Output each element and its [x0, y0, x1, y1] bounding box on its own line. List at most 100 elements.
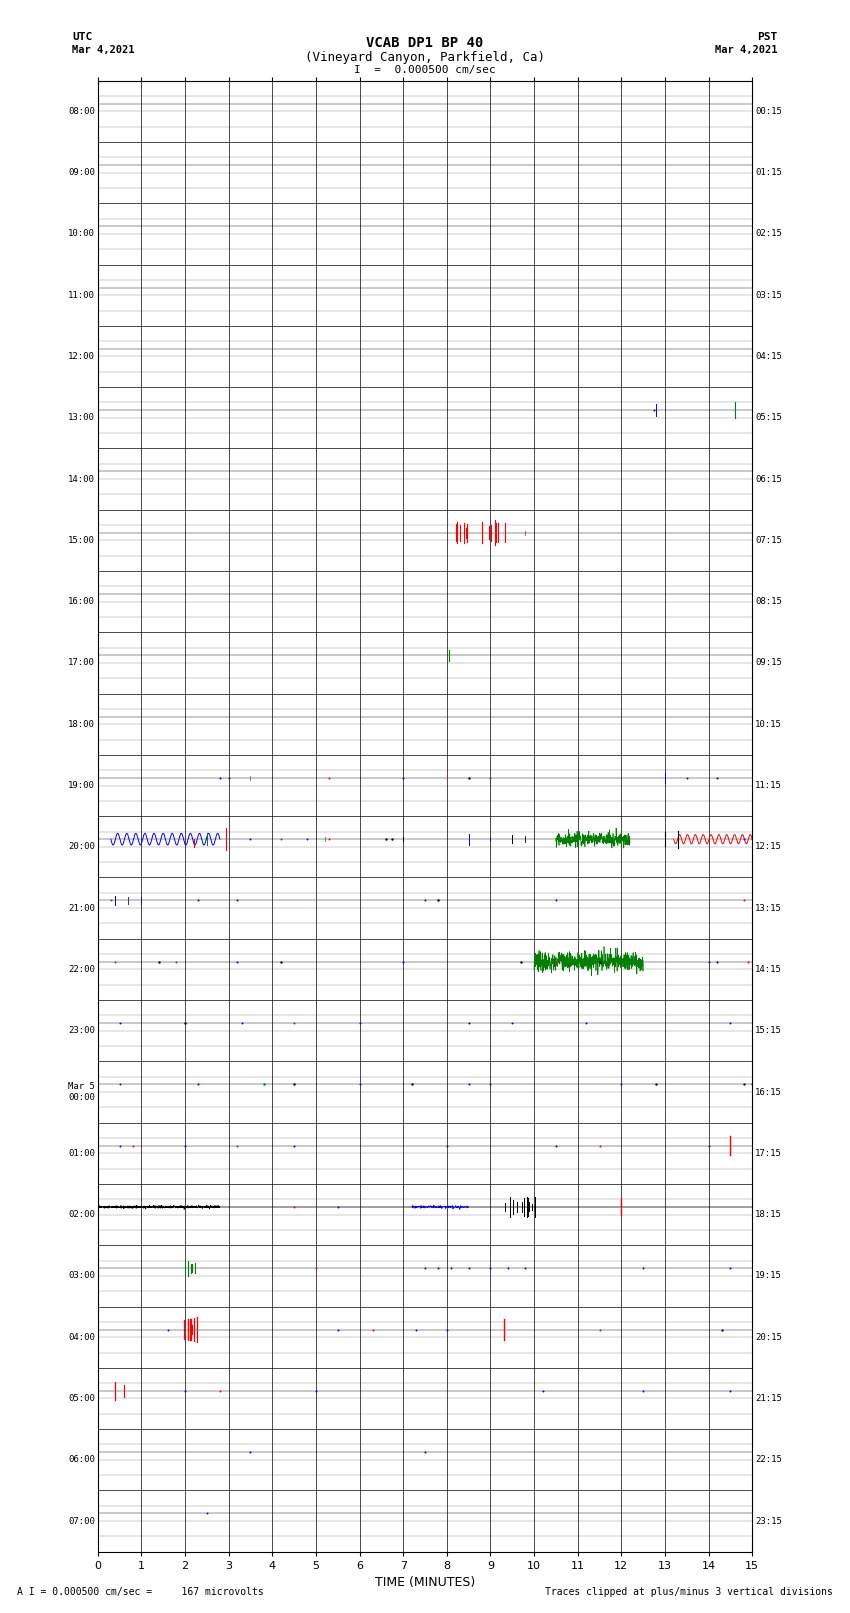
Point	[549, 1132, 563, 1158]
Point	[244, 826, 258, 852]
Point	[235, 1010, 248, 1036]
Point	[366, 1316, 379, 1342]
Text: Mar 4,2021: Mar 4,2021	[715, 45, 778, 55]
Point	[287, 1010, 301, 1036]
Point	[549, 887, 563, 913]
Point	[152, 948, 166, 974]
Point	[178, 1378, 192, 1403]
Point	[222, 765, 235, 790]
Point	[191, 1071, 205, 1097]
Point	[275, 826, 288, 852]
Point	[484, 765, 497, 790]
Point	[580, 1010, 593, 1036]
Point	[431, 887, 445, 913]
Point	[502, 1255, 515, 1281]
Point	[113, 1071, 127, 1097]
Point	[126, 1132, 139, 1158]
Point	[536, 1378, 550, 1403]
Point	[462, 1071, 475, 1097]
Point	[257, 1071, 270, 1097]
Text: (Vineyard Canyon, Parkfield, Ca): (Vineyard Canyon, Parkfield, Ca)	[305, 50, 545, 65]
Point	[445, 1255, 458, 1281]
Point	[440, 1132, 454, 1158]
Point	[161, 1316, 174, 1342]
Point	[169, 948, 183, 974]
Point	[396, 948, 410, 974]
Point	[649, 1071, 663, 1097]
Point	[322, 765, 336, 790]
Point	[410, 1316, 423, 1342]
Point	[191, 887, 205, 913]
Point	[592, 948, 606, 974]
Text: Mar 4,2021: Mar 4,2021	[72, 45, 135, 55]
Point	[440, 1316, 454, 1342]
Point	[353, 1071, 366, 1097]
Point	[418, 1439, 432, 1465]
Point	[405, 1071, 419, 1097]
Point	[331, 1194, 344, 1219]
Point	[287, 1071, 301, 1097]
Point	[637, 1378, 650, 1403]
Point	[462, 1010, 475, 1036]
Point	[741, 948, 755, 974]
Point	[213, 1378, 227, 1403]
Point	[244, 1439, 258, 1465]
Point	[275, 948, 288, 974]
Point	[109, 948, 122, 974]
Point	[331, 1316, 344, 1342]
Point	[230, 948, 244, 974]
Text: Traces clipped at plus/minus 3 vertical divisions: Traces clipped at plus/minus 3 vertical …	[545, 1587, 833, 1597]
Point	[592, 1132, 606, 1158]
Point	[723, 1378, 737, 1403]
Point	[711, 948, 724, 974]
Point	[462, 765, 475, 790]
X-axis label: TIME (MINUTES): TIME (MINUTES)	[375, 1576, 475, 1589]
Point	[549, 948, 563, 974]
Point	[200, 1500, 213, 1526]
Point	[230, 1132, 244, 1158]
Point	[104, 887, 117, 913]
Point	[300, 826, 314, 852]
Point	[418, 1255, 432, 1281]
Point	[702, 948, 716, 974]
Point	[745, 1071, 759, 1097]
Point	[680, 765, 694, 790]
Point	[230, 887, 244, 913]
Text: UTC: UTC	[72, 32, 93, 42]
Text: PST: PST	[757, 32, 778, 42]
Text: I  =  0.000500 cm/sec: I = 0.000500 cm/sec	[354, 65, 496, 76]
Point	[287, 1194, 301, 1219]
Point	[715, 1316, 728, 1342]
Point	[745, 826, 759, 852]
Point	[737, 826, 751, 852]
Point	[484, 1255, 497, 1281]
Point	[385, 826, 399, 852]
Point	[418, 887, 432, 913]
Point	[287, 1132, 301, 1158]
Point	[322, 826, 336, 852]
Point	[396, 765, 410, 790]
Point	[213, 765, 227, 790]
Point	[723, 1255, 737, 1281]
Point	[113, 1010, 127, 1036]
Text: A I = 0.000500 cm/sec =     167 microvolts: A I = 0.000500 cm/sec = 167 microvolts	[17, 1587, 264, 1597]
Point	[178, 1010, 192, 1036]
Point	[723, 1010, 737, 1036]
Point	[518, 1255, 532, 1281]
Point	[592, 1316, 606, 1342]
Point	[431, 1255, 445, 1281]
Point	[648, 397, 661, 423]
Point	[506, 1010, 519, 1036]
Point	[309, 1255, 323, 1281]
Point	[514, 948, 528, 974]
Point	[615, 1071, 628, 1097]
Point	[353, 1010, 366, 1036]
Point	[702, 1132, 716, 1158]
Point	[637, 1255, 650, 1281]
Point	[113, 1132, 127, 1158]
Point	[711, 765, 724, 790]
Text: VCAB DP1 BP 40: VCAB DP1 BP 40	[366, 37, 484, 50]
Point	[462, 1255, 475, 1281]
Point	[484, 1071, 497, 1097]
Point	[737, 887, 751, 913]
